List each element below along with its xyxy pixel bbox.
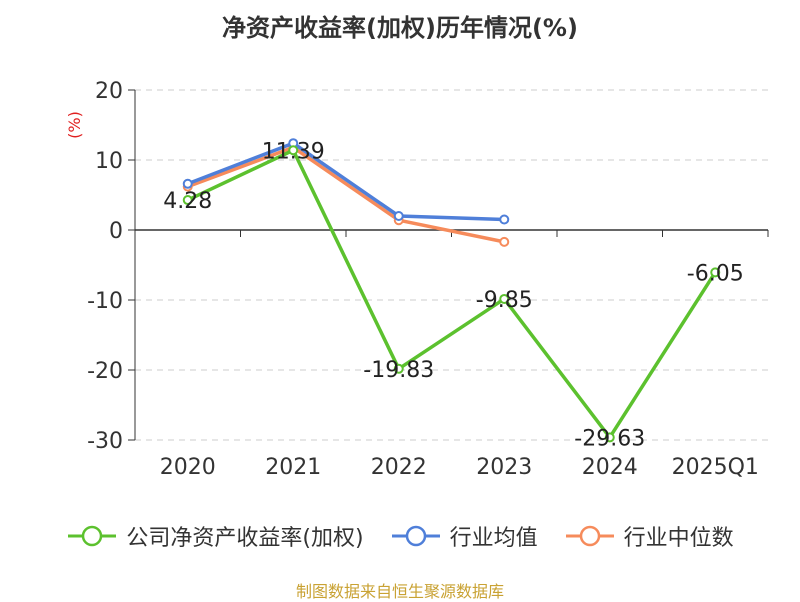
data-label: -19.83 <box>363 358 434 383</box>
chart-title: 净资产收益率(加权)历年情况(%) <box>222 14 578 42</box>
data-point <box>499 236 510 247</box>
data-label: 4.28 <box>163 189 212 214</box>
data-labels: 4.28 11.39 -19.83 -9.85 -29.63 -6.05 <box>163 139 743 451</box>
axes: 20 10 0 -10 -20 -30 2020 2021 2022 2023 2024 2025Q1… <box>65 79 769 480</box>
data-label: -29.63 <box>574 426 645 451</box>
data-point <box>182 195 193 206</box>
legend-label: 行业均值 <box>449 526 538 551</box>
legend-label: 行业中位数 <box>623 526 734 551</box>
data-point <box>604 432 615 443</box>
y-tick-label: 20 <box>95 79 123 104</box>
data-label: -9.85 <box>476 288 533 313</box>
data-label: -6.05 <box>687 261 744 286</box>
series-lines <box>182 138 721 443</box>
legend-item: 行业中位数 <box>564 520 734 552</box>
data-point <box>710 267 721 278</box>
legend-item: 行业均值 <box>390 520 538 552</box>
data-point <box>288 145 299 156</box>
legend-label: 公司净资产收益率(加权) <box>126 526 364 551</box>
data-point <box>499 293 510 304</box>
legend-marker-icon <box>391 525 440 547</box>
data-point <box>182 178 193 189</box>
y-tick-label: -10 <box>87 289 123 314</box>
data-label: 11.39 <box>262 139 325 164</box>
y-tick-label: -20 <box>87 359 123 384</box>
x-tick-label: 2024 <box>582 455 638 480</box>
x-tick-label: 2025Q1 <box>672 455 759 480</box>
x-tick-label: 2022 <box>371 455 427 480</box>
data-point <box>393 211 404 221</box>
y-tick-label: 10 <box>95 149 123 174</box>
series-line <box>187 145 505 244</box>
series-line <box>187 148 717 440</box>
y-tick-label: 0 <box>109 219 123 244</box>
legend: 公司净资产收益率(加权) 行业均值 行业中位数 <box>0 520 800 552</box>
data-point <box>499 214 510 225</box>
legend-marker-icon <box>68 525 117 547</box>
series-line <box>187 141 505 222</box>
y-axis-label: (%) <box>65 111 84 139</box>
x-tick-label: 2023 <box>476 455 532 480</box>
source-note: 制图数据来自恒生聚源数据库 <box>295 582 504 601</box>
x-tick-label: 2021 <box>265 455 321 480</box>
legend-marker-icon <box>565 525 614 547</box>
legend-item: 公司净资产收益率(加权) <box>66 520 364 552</box>
grid-lines <box>135 89 768 441</box>
y-tick-label: -30 <box>87 429 123 454</box>
x-tick-label: 2020 <box>160 455 216 480</box>
data-point <box>393 363 404 374</box>
